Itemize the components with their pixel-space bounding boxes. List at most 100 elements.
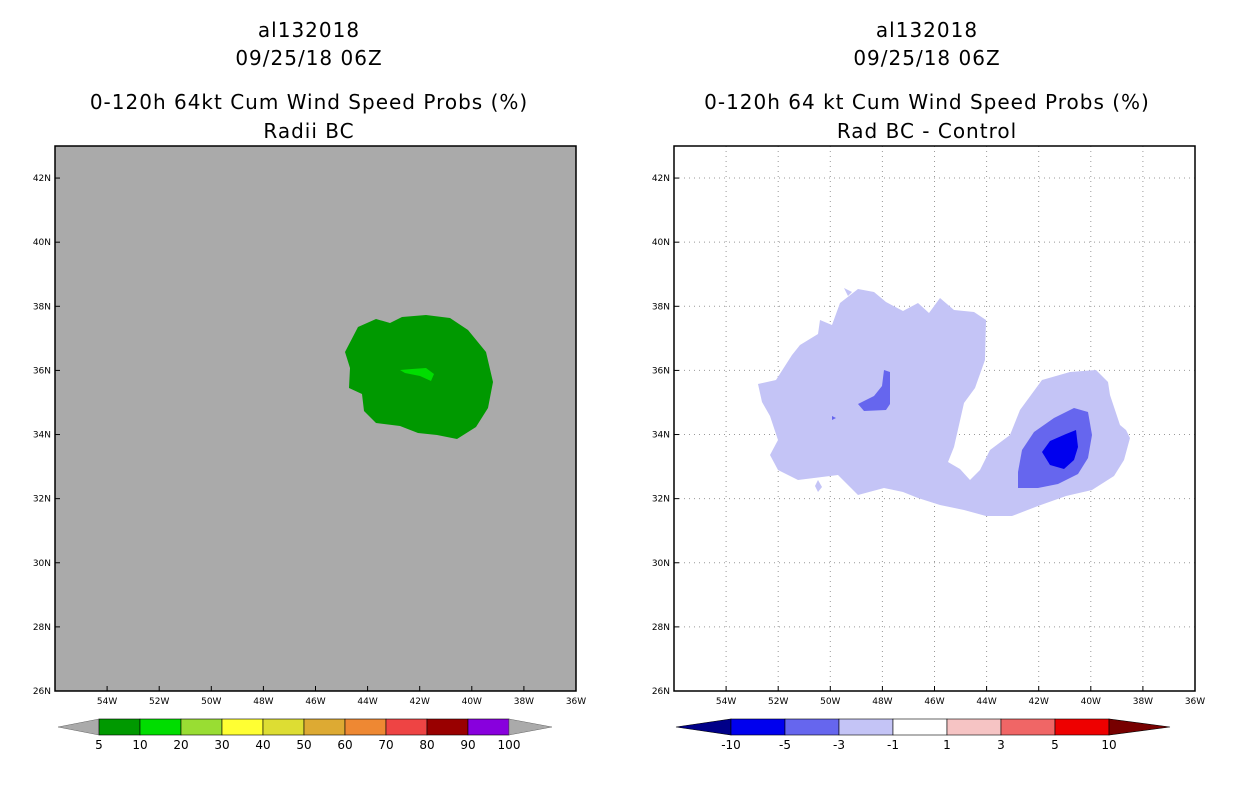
lon-label: 36W <box>1185 697 1205 707</box>
right-subtitle: Rad BC - Control <box>836 119 1018 143</box>
colorbar-swatch <box>180 718 223 736</box>
colorbar-label: 3 <box>997 738 1005 752</box>
lat-label: 42N <box>652 174 670 184</box>
lon-label: 48W <box>872 697 892 707</box>
colorbar-high-arrow <box>1108 718 1171 736</box>
right-date: 09/25/18 06Z <box>853 46 1001 70</box>
lat-label: 38N <box>652 302 670 312</box>
lat-label: 32N <box>33 495 51 505</box>
right-colorbar: -10 -5 -3 -1 1 3 5 10 <box>675 718 1171 752</box>
colorbar-label: 10 <box>132 738 147 752</box>
lon-label: 50W <box>201 697 221 707</box>
colorbar-label: -5 <box>779 738 791 752</box>
left-probability-area <box>345 315 493 439</box>
lat-label: 40N <box>652 238 670 248</box>
lat-label: 30N <box>33 559 51 569</box>
lat-label: 30N <box>652 559 670 569</box>
lon-label: 52W <box>149 697 169 707</box>
left-product-title: 0-120h 64kt Cum Wind Speed Probs (%) <box>89 90 529 114</box>
lat-label: 42N <box>33 174 51 184</box>
colorbar-swatch <box>139 718 182 736</box>
lat-label: 28N <box>33 623 51 633</box>
lon-label: 40W <box>462 697 482 707</box>
colorbar-swatch <box>344 718 387 736</box>
lat-label: 34N <box>652 431 670 441</box>
colorbar-low-arrow <box>675 718 732 736</box>
lon-label: 42W <box>1029 697 1049 707</box>
colorbar-label: 10 <box>1101 738 1116 752</box>
colorbar-label: 70 <box>378 738 393 752</box>
left-storm-id: al132018 <box>257 18 361 42</box>
colorbar-low-arrow <box>57 718 100 736</box>
right-product-title: 0-120h 64 kt Cum Wind Speed Probs (%) <box>704 90 1150 114</box>
left-probability-core <box>400 368 434 381</box>
colorbar-swatch <box>838 718 894 736</box>
colorbar-label: 50 <box>296 738 311 752</box>
right-map: 54W 52W 50W 48W 46W 44W 42W 40W 38W 36W 26N 28N 30N 3… <box>652 145 1205 752</box>
colorbar-label: -1 <box>887 738 899 752</box>
colorbar-label: 60 <box>337 738 352 752</box>
lat-label: 36N <box>652 366 670 376</box>
lon-label: 48W <box>253 697 273 707</box>
colorbar-label: 5 <box>1051 738 1059 752</box>
right-storm-id: al132018 <box>875 18 979 42</box>
colorbar-label: 20 <box>173 738 188 752</box>
colorbar-swatch <box>262 718 305 736</box>
colorbar-label: 30 <box>214 738 229 752</box>
lat-label: 38N <box>33 302 51 312</box>
lat-label: 34N <box>33 431 51 441</box>
colorbar-label: 5 <box>95 738 103 752</box>
lon-label: 40W <box>1081 697 1101 707</box>
lat-label: 32N <box>652 495 670 505</box>
left-map: 54W 52W 50W 48W 46W 44W 42W 40W 38W 36W 26N 28N 30N 3… <box>33 145 586 752</box>
colorbar-label: 90 <box>460 738 475 752</box>
lon-label: 50W <box>820 697 840 707</box>
colorbar-swatch <box>1054 718 1110 736</box>
lat-label: 26N <box>33 687 51 697</box>
left-axes: 54W 52W 50W 48W 46W 44W 42W 40W 38W 36W 26N 28N 30N 3… <box>33 174 586 707</box>
colorbar-swatch <box>730 718 786 736</box>
right-axes: 54W 52W 50W 48W 46W 44W 42W 40W 38W 36W 26N 28N 30N 3… <box>652 174 1205 707</box>
lon-label: 38W <box>1133 697 1153 707</box>
lon-label: 52W <box>768 697 788 707</box>
lon-label: 44W <box>976 697 996 707</box>
right-light-patch <box>844 288 852 296</box>
colorbar-swatch <box>784 718 840 736</box>
left-date: 09/25/18 06Z <box>235 46 383 70</box>
colorbar-swatch <box>426 718 469 736</box>
colorbar-label: -3 <box>833 738 845 752</box>
colorbar-label: 1 <box>943 738 951 752</box>
lat-label: 28N <box>652 623 670 633</box>
lon-label: 46W <box>924 697 944 707</box>
left-map-background <box>55 146 576 691</box>
colorbar-label: 80 <box>419 738 434 752</box>
lat-label: 40N <box>33 238 51 248</box>
left-colorbar: 5 10 20 30 40 50 60 70 80 90 100 <box>57 718 553 752</box>
lon-label: 46W <box>305 697 325 707</box>
right-medium-negative-west <box>858 370 890 411</box>
right-strong-negative-core <box>1042 430 1078 469</box>
colorbar-swatch <box>385 718 428 736</box>
colorbar-swatch <box>221 718 264 736</box>
lat-label: 26N <box>652 687 670 697</box>
lat-label: 36N <box>33 366 51 376</box>
colorbar-swatch <box>1000 718 1056 736</box>
colorbar-swatch <box>467 718 510 736</box>
lon-label: 54W <box>716 697 736 707</box>
lon-label: 36W <box>566 697 586 707</box>
colorbar-swatch <box>303 718 346 736</box>
right-light-patch-small <box>815 480 822 492</box>
colorbar-label: -10 <box>721 738 741 752</box>
lon-label: 44W <box>357 697 377 707</box>
right-medium-dot <box>832 416 836 420</box>
lon-label: 54W <box>97 697 117 707</box>
colorbar-swatch <box>892 718 948 736</box>
colorbar-label: 40 <box>255 738 270 752</box>
lon-label: 38W <box>514 697 534 707</box>
colorbar-label: 100 <box>498 738 521 752</box>
colorbar-high-arrow <box>508 718 553 736</box>
colorbar-swatch <box>946 718 1002 736</box>
left-subtitle: Radii BC <box>263 119 355 143</box>
lon-label: 42W <box>410 697 430 707</box>
colorbar-swatch <box>98 718 141 736</box>
